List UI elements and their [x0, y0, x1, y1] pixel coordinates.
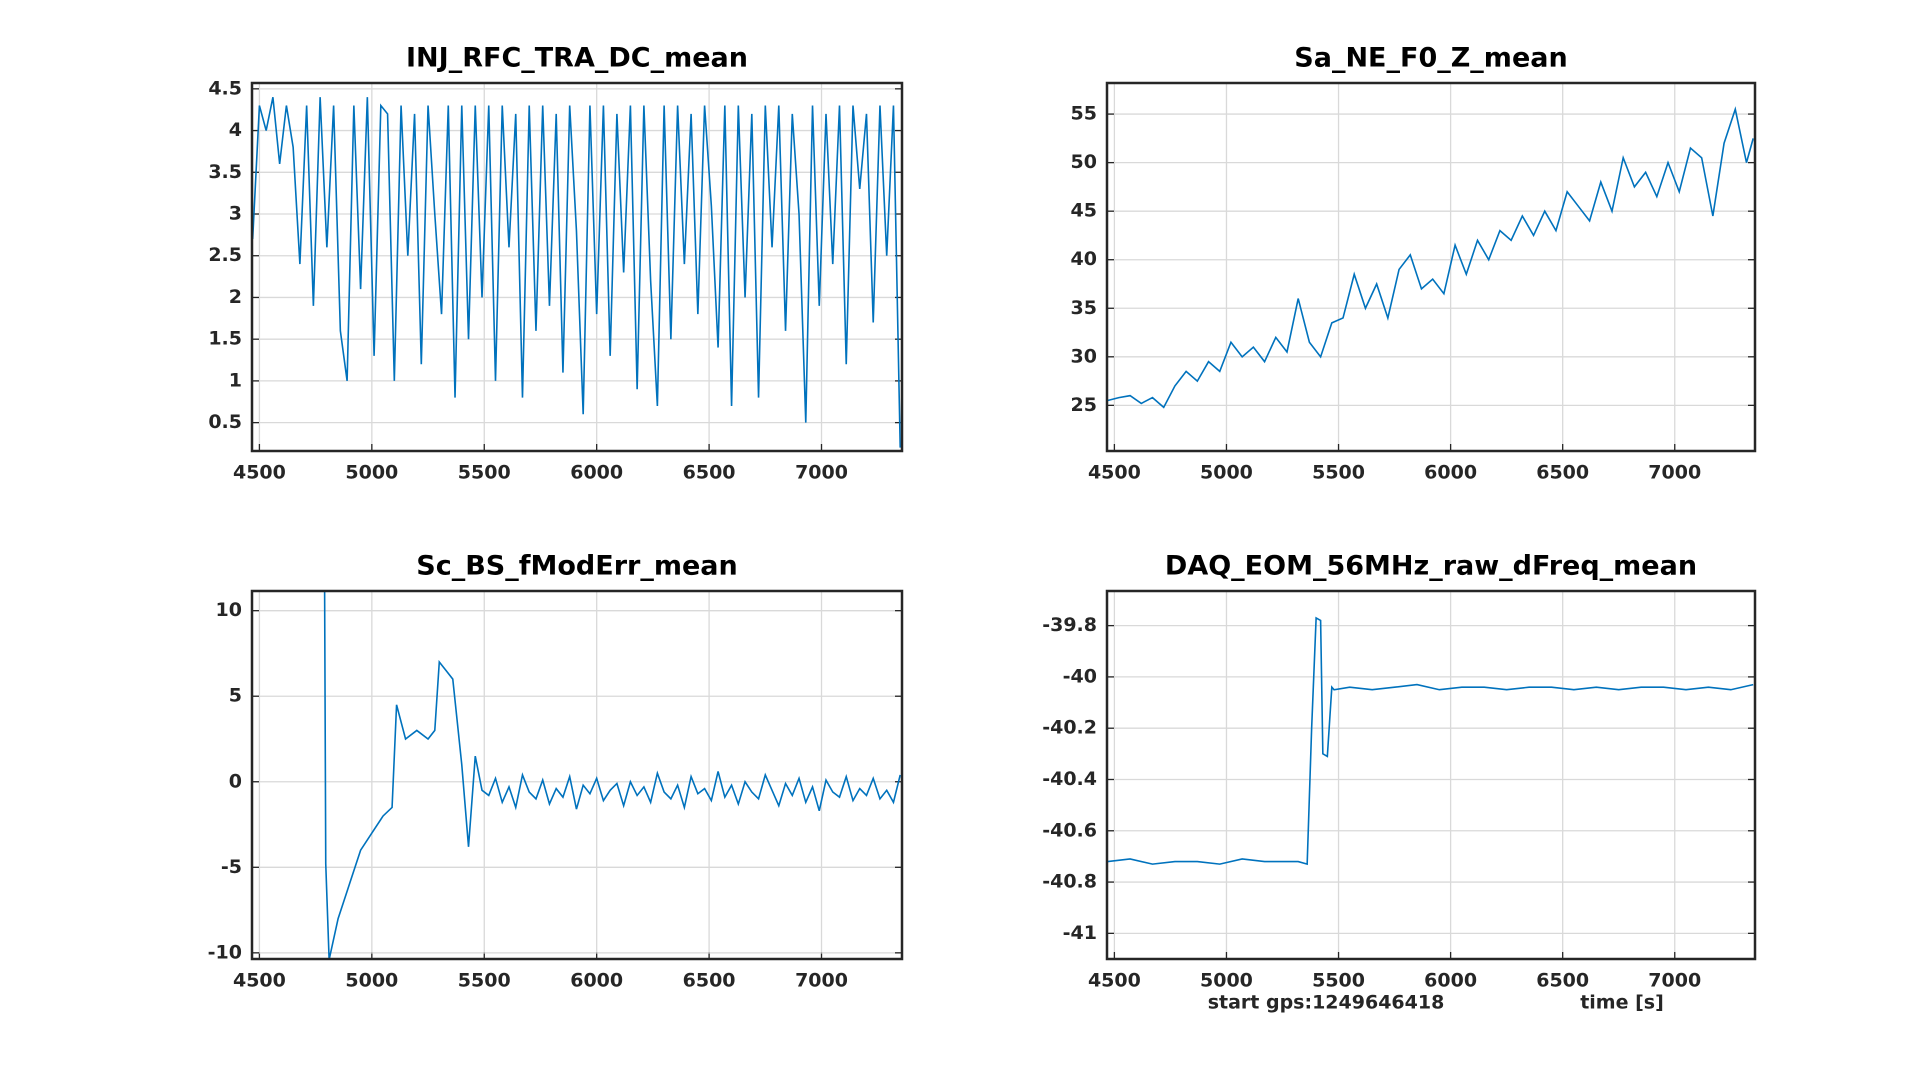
x-tick-label: 5000	[345, 970, 398, 992]
x-tick-label: 5500	[1312, 462, 1365, 484]
series	[252, 97, 901, 448]
x-tick-label: 4500	[1088, 462, 1141, 484]
y-tick-label: 4	[229, 119, 242, 141]
x-tick-label: 6000	[570, 462, 623, 484]
y-tick-label: 1.5	[208, 328, 242, 350]
chart-title: Sc_BS_fModErr_mean	[416, 551, 737, 582]
y-tick-label: -40.4	[1042, 768, 1097, 790]
y-tick-label: 10	[216, 599, 242, 621]
panel: DAQ_EOM_56MHz_raw_dFreq_mean 4500 5000 5500…	[1042, 551, 1757, 992]
panel: INJ_RFC_TRA_DC_mean 4500 5000 5500 6000 6500 7…	[208, 43, 904, 484]
chart-title: INJ_RFC_TRA_DC_mean	[406, 43, 748, 74]
x-tick-label: 6500	[1536, 970, 1589, 992]
x-tick-label: 7000	[1648, 970, 1701, 992]
x-tick-label: 4500	[233, 970, 286, 992]
y-tick-label: 25	[1071, 394, 1097, 416]
y-tick-label: 3	[229, 203, 242, 225]
y-tick-label: 2	[229, 286, 242, 308]
y-tick-label: 2.5	[208, 244, 242, 266]
x-tick-label: 4500	[1088, 970, 1141, 992]
data-line	[252, 97, 901, 448]
chart-title: DAQ_EOM_56MHz_raw_dFreq_mean	[1165, 551, 1697, 582]
panel: Sa_NE_F0_Z_mean 4500 5000 5500 6000 6500 7000 2…	[1071, 43, 1757, 484]
series	[323, 591, 901, 959]
y-tick-label: 35	[1071, 297, 1097, 319]
y-tick-label: 4.5	[208, 77, 242, 99]
plot-area	[1107, 83, 1755, 451]
y-tick-label: 55	[1071, 103, 1097, 125]
axes-box	[1105, 589, 1757, 961]
chart-title: Sa_NE_F0_Z_mean	[1294, 43, 1567, 74]
y-tick-label: -40.2	[1042, 717, 1097, 739]
x-tick-label: 5500	[458, 462, 511, 484]
data-line	[1107, 106, 1754, 409]
axes-box	[1105, 81, 1757, 453]
x-tick-label: 6000	[1424, 970, 1477, 992]
axes-box	[250, 81, 904, 453]
y-tick-label: 5	[229, 685, 242, 707]
plot-area	[1107, 591, 1755, 959]
y-tick-label: 45	[1071, 200, 1097, 222]
series	[1107, 616, 1754, 866]
series	[1107, 106, 1754, 409]
panel: Sc_BS_fModErr_mean 4500 5000 5500 6000 6500 70…	[208, 551, 904, 992]
y-tick-label: 40	[1071, 248, 1097, 270]
x-tick-label: 6000	[570, 970, 623, 992]
axes-box	[250, 589, 904, 961]
y-tick-label: -40	[1063, 665, 1097, 687]
y-tick-label: 0	[229, 770, 242, 792]
x-tick-label: 5000	[345, 462, 398, 484]
y-tick-label: -40.6	[1042, 819, 1097, 841]
y-tick-label: 0.5	[208, 411, 242, 433]
y-tick-label: 30	[1071, 345, 1097, 367]
y-tick-label: -40.8	[1042, 871, 1097, 893]
x-tick-label: 7000	[795, 462, 848, 484]
x-tick-label: 6500	[683, 462, 736, 484]
x-tick-label: 4500	[233, 462, 286, 484]
data-line	[323, 591, 901, 959]
data-line	[1107, 616, 1754, 866]
x-tick-label: 6500	[683, 970, 736, 992]
y-tick-label: 3.5	[208, 161, 242, 183]
y-tick-label: -41	[1063, 922, 1097, 944]
x-tick-label: 5000	[1200, 462, 1253, 484]
x-tick-label: 6500	[1536, 462, 1589, 484]
plot-area	[252, 591, 902, 959]
y-tick-label: 50	[1071, 151, 1097, 173]
x-tick-label: 5500	[458, 970, 511, 992]
x-axis-label: time [s]	[1580, 992, 1664, 1014]
x-tick-label: 7000	[795, 970, 848, 992]
x-tick-label: 7000	[1648, 462, 1701, 484]
x-tick-label: 5500	[1312, 970, 1365, 992]
y-tick-label: -39.8	[1042, 614, 1097, 636]
y-tick-label: -10	[208, 941, 242, 963]
x-tick-label: 6000	[1424, 462, 1477, 484]
start-note: start gps:1249646418	[1208, 992, 1445, 1014]
y-tick-label: 1	[229, 369, 242, 391]
y-tick-label: -5	[221, 856, 242, 878]
x-tick-label: 5000	[1200, 970, 1253, 992]
